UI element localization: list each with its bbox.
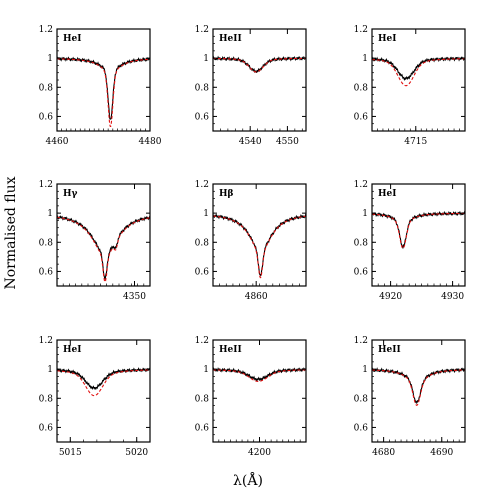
y-tick-label: 1 bbox=[47, 209, 53, 219]
y-tick-label: 1 bbox=[362, 365, 368, 375]
x-tick-label: 4680 bbox=[372, 448, 395, 458]
y-tick-label: 1 bbox=[47, 54, 53, 64]
y-tick-label: 0.6 bbox=[195, 112, 210, 122]
y-tick-label: 0.8 bbox=[39, 83, 54, 93]
x-tick-label: 5020 bbox=[125, 448, 148, 458]
model-spectrum-line bbox=[372, 212, 465, 249]
y-tick-label: 1.2 bbox=[354, 180, 368, 190]
spectrum-panel: 0.6 0.8 1 1.2 4200 HeII bbox=[195, 336, 307, 458]
y-tick-label: 1 bbox=[203, 54, 209, 64]
model-spectrum-line bbox=[213, 57, 306, 73]
y-tick-label: 0.6 bbox=[354, 423, 369, 433]
y-tick-label: 1.2 bbox=[195, 180, 209, 190]
spectrum-panel: 0.6 0.8 1 1.2 4680 4690 HeII bbox=[354, 336, 466, 458]
model-spectrum-line bbox=[57, 216, 150, 283]
y-tick-label: 1.2 bbox=[195, 25, 209, 35]
observed-spectrum-line bbox=[372, 367, 465, 405]
y-tick-label: 0.6 bbox=[195, 423, 210, 433]
observed-spectrum-line bbox=[213, 213, 306, 277]
y-tick-label: 0.6 bbox=[39, 112, 54, 122]
plot-frame bbox=[212, 339, 307, 443]
observed-spectrum-line bbox=[57, 56, 150, 120]
panel-label: HeII bbox=[219, 34, 242, 44]
model-spectrum-line bbox=[57, 369, 150, 397]
y-tick-label: 1 bbox=[362, 54, 368, 64]
panel-label: Hβ bbox=[219, 189, 234, 199]
y-tick-label: 1.2 bbox=[195, 336, 209, 346]
panel-label: HeI bbox=[63, 34, 81, 44]
model-spectrum-line bbox=[372, 58, 465, 87]
y-tick-label: 0.8 bbox=[39, 394, 54, 404]
spectrum-panel: 0.6 0.8 1 1.2 4350 Hγ bbox=[39, 180, 151, 302]
panel-grid: 0.6 0.8 1 1.2 4460 4480 HeI 0.6 0.8 1 1.2 4540 4550 H… bbox=[39, 25, 466, 458]
plot-frame bbox=[371, 183, 466, 287]
y-tick-label: 0.8 bbox=[39, 238, 54, 248]
observed-spectrum-line bbox=[57, 367, 150, 390]
y-tick-label: 0.6 bbox=[39, 267, 54, 277]
model-spectrum-line bbox=[213, 215, 306, 279]
spectrum-panel: 0.6 0.8 1 1.2 5015 5020 HeI bbox=[39, 336, 151, 458]
spectrum-panel: 0.6 0.8 1 1.2 4860 Hβ bbox=[195, 180, 307, 302]
plot-frame bbox=[371, 28, 466, 132]
y-tick-label: 1.2 bbox=[354, 336, 368, 346]
y-tick-label: 1.2 bbox=[39, 336, 53, 346]
panel-label: HeI bbox=[63, 345, 81, 355]
model-spectrum-line bbox=[57, 58, 150, 128]
x-tick-label: 4930 bbox=[441, 292, 464, 302]
x-tick-label: 4920 bbox=[379, 292, 402, 302]
y-tick-label: 0.6 bbox=[195, 267, 210, 277]
y-tick-label: 1 bbox=[47, 365, 53, 375]
x-tick-label: 4550 bbox=[276, 137, 299, 147]
y-tick-label: 1 bbox=[203, 365, 209, 375]
panel-label: HeII bbox=[219, 345, 242, 355]
x-tick-label: 4480 bbox=[139, 137, 162, 147]
model-spectrum-line bbox=[213, 369, 306, 382]
y-tick-label: 0.6 bbox=[354, 267, 369, 277]
panel-label: HeII bbox=[378, 345, 401, 355]
y-tick-label: 1 bbox=[203, 209, 209, 219]
panel-label: HeI bbox=[378, 34, 396, 44]
y-tick-label: 0.8 bbox=[195, 394, 210, 404]
x-tick-label: 4350 bbox=[123, 292, 146, 302]
y-tick-label: 1.2 bbox=[39, 180, 53, 190]
x-tick-label: 4715 bbox=[404, 137, 427, 147]
y-tick-label: 0.8 bbox=[354, 394, 369, 404]
plot-frame bbox=[212, 28, 307, 132]
x-tick-label: 4460 bbox=[46, 137, 69, 147]
y-tick-label: 0.8 bbox=[195, 238, 210, 248]
panel-label: HeI bbox=[378, 189, 396, 199]
plot-frame bbox=[56, 339, 151, 443]
spectrum-panel: 0.6 0.8 1 1.2 4460 4480 HeI bbox=[39, 25, 162, 147]
x-tick-label: 5015 bbox=[59, 448, 82, 458]
y-tick-label: 1.2 bbox=[39, 25, 53, 35]
x-tick-label: 4200 bbox=[248, 448, 271, 458]
x-axis-label: λ(Å) bbox=[233, 471, 263, 489]
y-tick-label: 0.6 bbox=[39, 423, 54, 433]
observed-spectrum-line bbox=[213, 366, 306, 382]
y-tick-label: 0.8 bbox=[195, 83, 210, 93]
y-tick-label: 0.8 bbox=[354, 83, 369, 93]
plot-frame bbox=[371, 339, 466, 443]
observed-spectrum-line bbox=[372, 210, 465, 250]
spectrum-panel: 0.6 0.8 1 1.2 4715 HeI bbox=[354, 25, 466, 147]
y-tick-label: 0.6 bbox=[354, 112, 369, 122]
panel-label: Hγ bbox=[63, 189, 78, 199]
spectrum-panel: 0.6 0.8 1 1.2 4920 4930 HeI bbox=[354, 180, 466, 302]
y-axis-label: Normalised flux bbox=[3, 176, 19, 289]
observed-spectrum-line bbox=[372, 56, 465, 81]
y-tick-label: 1 bbox=[362, 209, 368, 219]
x-tick-label: 4540 bbox=[239, 137, 262, 147]
x-tick-label: 4860 bbox=[245, 292, 268, 302]
spectrum-panel: 0.6 0.8 1 1.2 4540 4550 HeII bbox=[195, 25, 307, 147]
y-tick-label: 0.8 bbox=[354, 238, 369, 248]
model-spectrum-line bbox=[372, 369, 465, 406]
x-tick-label: 4690 bbox=[430, 448, 453, 458]
plot-frame bbox=[56, 28, 151, 132]
y-tick-label: 1.2 bbox=[354, 25, 368, 35]
